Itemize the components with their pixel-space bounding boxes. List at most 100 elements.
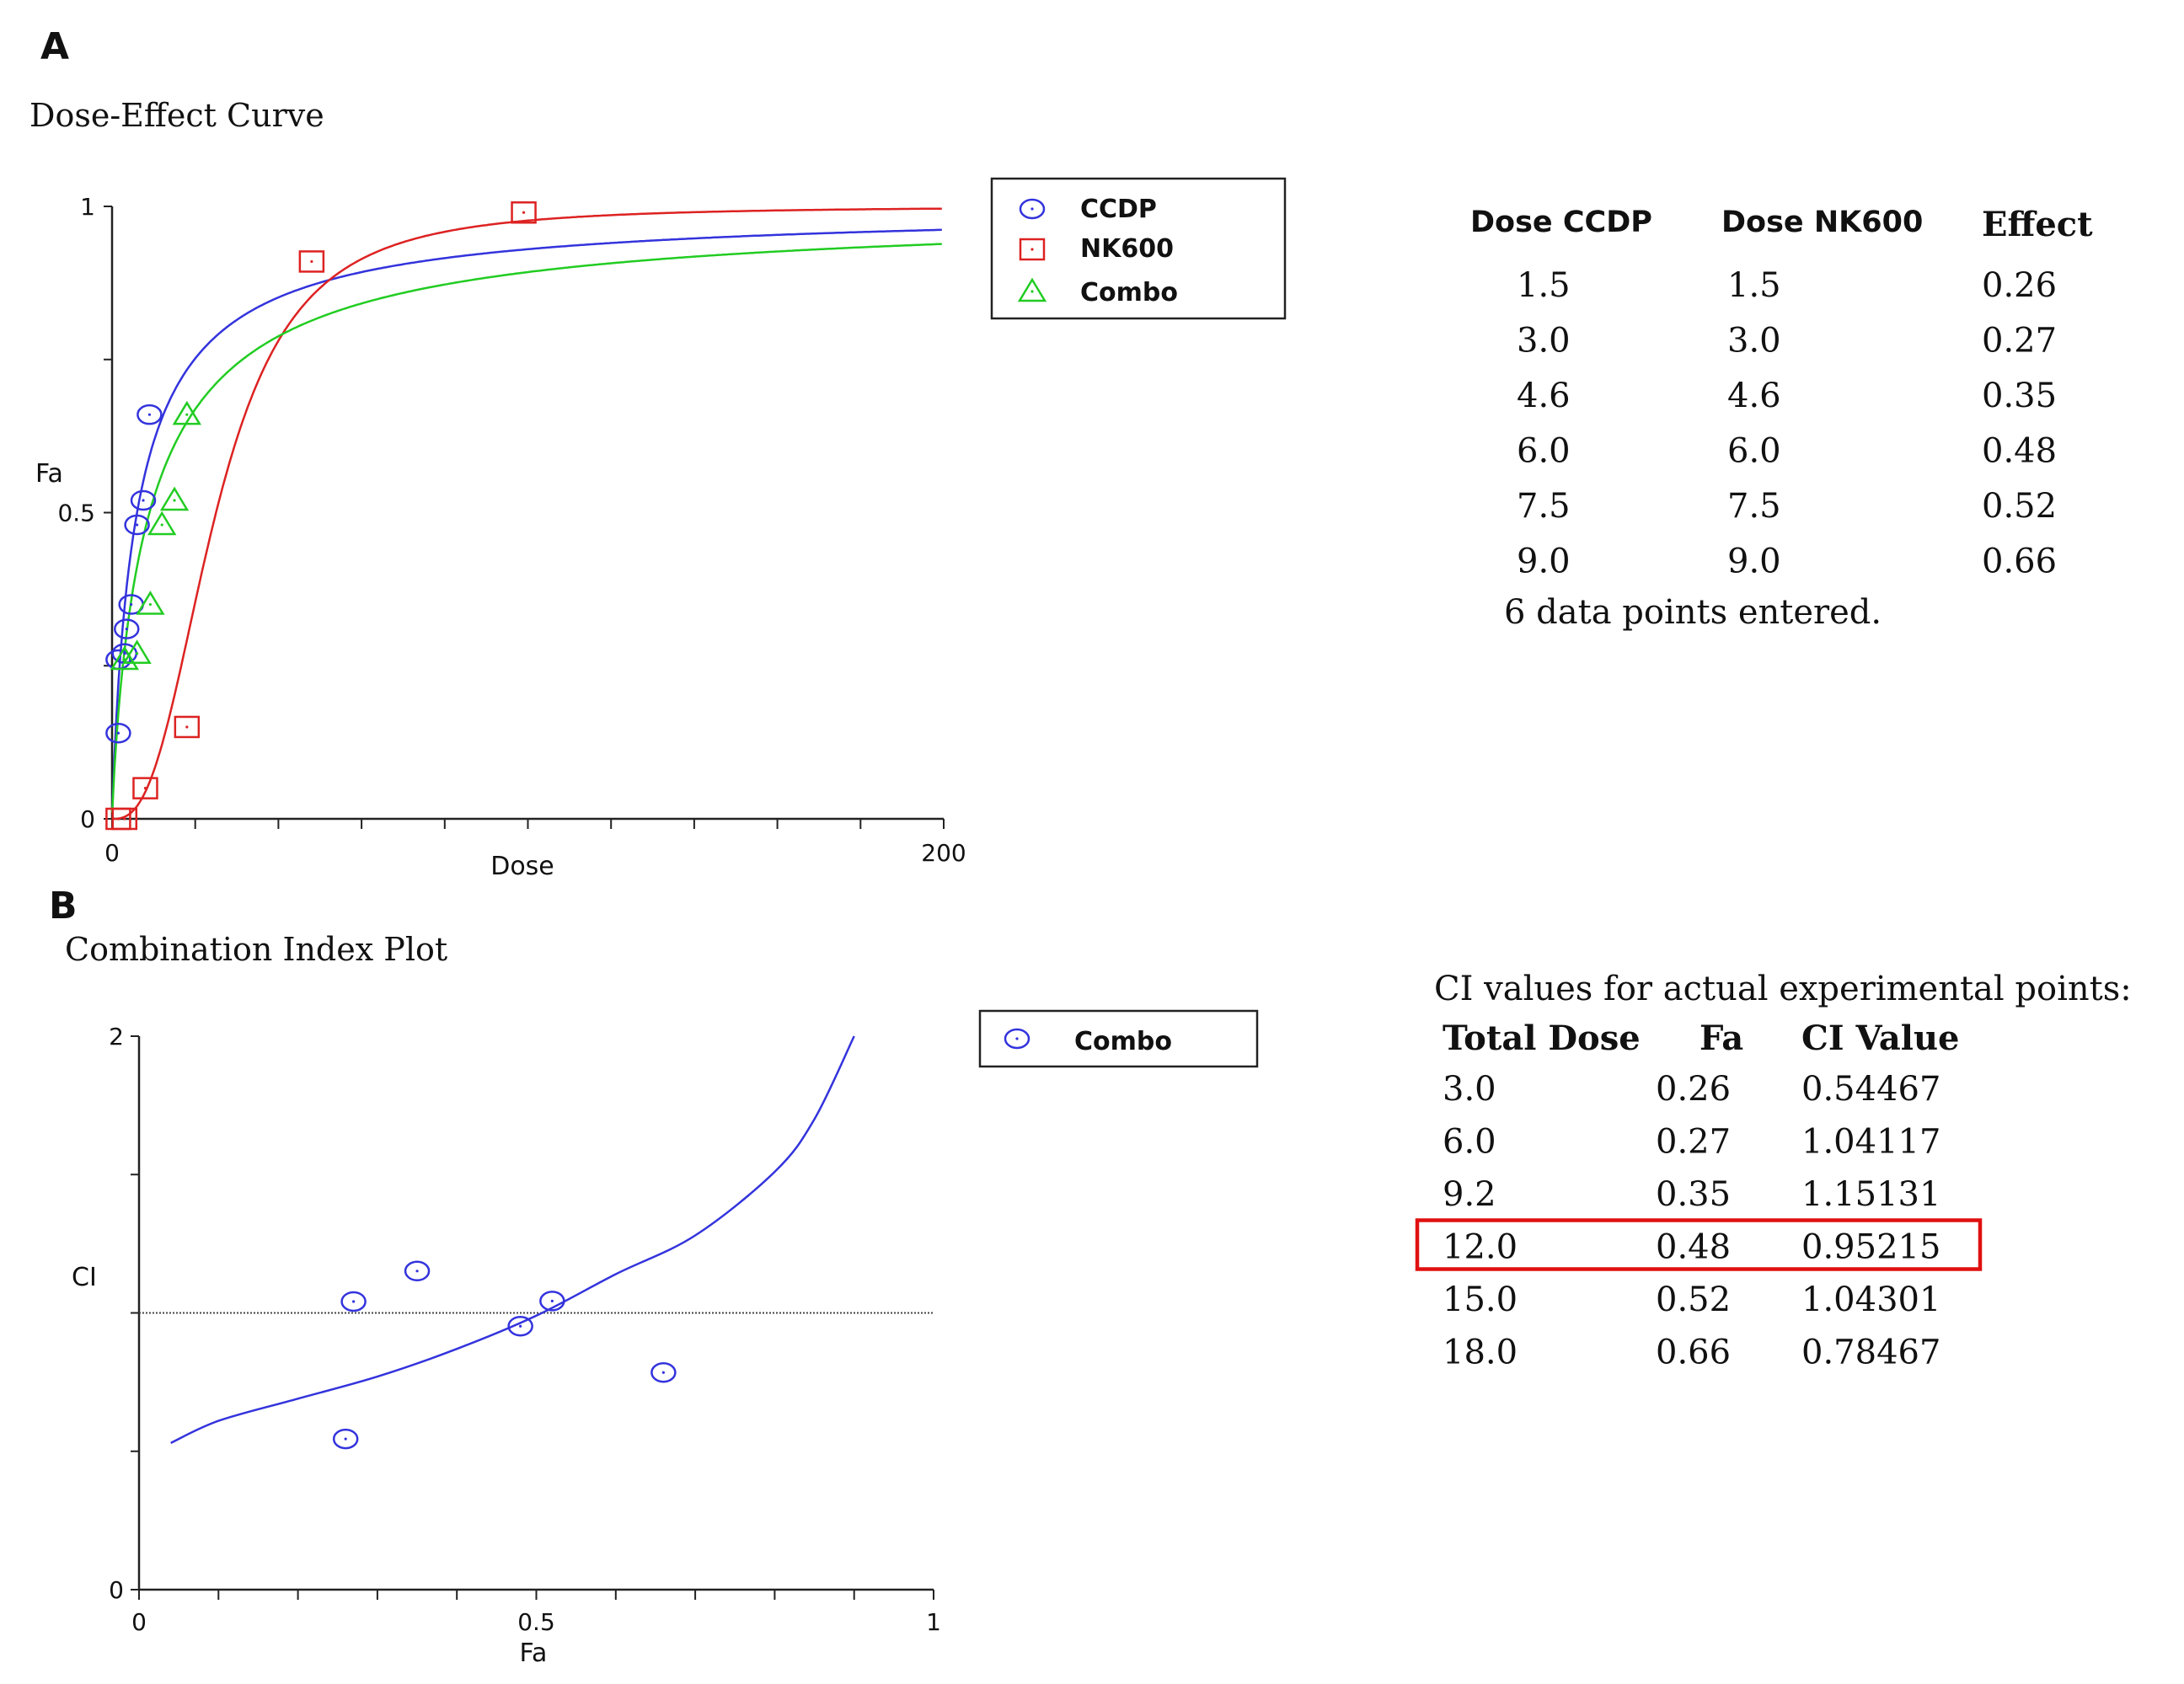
dose-table-cell: 0.26 <box>1982 266 2057 305</box>
ci-plot-legend-marks <box>1004 1028 1030 1050</box>
ci-point-dot <box>550 1299 554 1302</box>
dose-table-cell: 9.0 <box>1517 543 1571 581</box>
point-combo-shape <box>147 511 177 536</box>
dose-effect-y-tick-labels: 00.51 <box>57 193 95 833</box>
dose-table-header-ccdp: Dose CCDP <box>1470 206 1652 239</box>
ci-plot-legend <box>978 1009 1259 1068</box>
ci-table-header-ci-value: CI Value <box>1801 1018 1959 1058</box>
dose-effect-x-tick-label: 200 <box>921 839 966 867</box>
legend-marker-combo-dot <box>1030 290 1034 293</box>
dose-table-cell: 4.6 <box>1517 377 1571 415</box>
ci-table-cell: 3.0 <box>1443 1070 1496 1109</box>
dose-table-cell: 9.0 <box>1727 543 1781 581</box>
dose-effect-x-tick-label: 0 <box>104 839 120 867</box>
ci-point <box>650 1361 677 1383</box>
dose-table-cell: 0.35 <box>1982 377 2057 415</box>
dose-table-cell: 3.0 <box>1727 322 1781 361</box>
ci-plot-points <box>332 1260 677 1450</box>
dose-table-cell: 0.27 <box>1982 322 2057 361</box>
point-ccdp-shape <box>114 618 140 639</box>
point-ccdp <box>124 514 150 536</box>
ci-point-dot <box>415 1270 419 1273</box>
ci-point <box>340 1291 367 1312</box>
point-combo-shape <box>136 591 165 615</box>
ci-legend-marker-combo-dot <box>1015 1037 1019 1040</box>
dose-table-cell: 7.5 <box>1517 487 1571 526</box>
ci-point-dot <box>344 1437 347 1441</box>
dose-table-cell: 4.6 <box>1727 377 1781 415</box>
ci-point-shape <box>340 1291 367 1312</box>
ci-plot-x-tick-label: 1 <box>926 1608 941 1636</box>
ci-table-cell: 0.26 <box>1656 1070 1731 1109</box>
ci-point-shape <box>404 1260 431 1282</box>
dose-table-row: 3.0 3.0 0.27 <box>1517 322 2057 361</box>
ci-table-cell: 0.54467 <box>1801 1070 1940 1109</box>
ci-point-dot <box>352 1300 356 1303</box>
ci-plot-x-tick-label: 0.5 <box>517 1608 555 1636</box>
point-nk600-dot <box>185 725 189 729</box>
dose-table-cell: 6.0 <box>1517 432 1571 471</box>
ci-table-cell: 1.04117 <box>1801 1123 1940 1162</box>
dose-effect-y-tick-label: 0.5 <box>57 500 95 527</box>
dose-table: Dose CCDP Dose NK600 Effect 1.5 1.5 0.26 3.… <box>1470 205 2093 632</box>
legend-label-combo: Combo <box>1080 278 1178 307</box>
ci-table-cell: 0.35 <box>1656 1175 1731 1214</box>
point-nk600 <box>511 201 537 224</box>
point-nk600 <box>174 715 201 739</box>
dose-effect-points <box>105 201 537 831</box>
point-nk600-dot <box>143 787 147 790</box>
point-ccdp-dot <box>142 499 145 502</box>
dose-effect-xlabel: Dose <box>490 852 554 881</box>
legend-marker-nk600-shape <box>1019 238 1046 261</box>
fit-curve-combo <box>110 243 942 813</box>
point-combo-dot <box>173 499 176 502</box>
point-nk600 <box>132 777 158 799</box>
legend-marker-ccdp-dot <box>1030 207 1034 211</box>
ci-plot-ylabel: CI <box>72 1263 97 1292</box>
ci-plot-x-tick-label: 0 <box>131 1608 147 1636</box>
ci-table-cell: 18.0 <box>1443 1334 1518 1372</box>
ci-plot-y-tick-label: 0 <box>109 1576 124 1604</box>
ci-point-shape <box>539 1291 565 1312</box>
point-combo-dot <box>136 652 139 655</box>
dose-effect-ylabel: Fa <box>35 459 63 489</box>
ci-table-row: 9.2 0.35 1.15131 <box>1443 1175 1940 1214</box>
legend-marker-ccdp-shape <box>1019 198 1046 220</box>
ci-point-dot <box>519 1324 522 1328</box>
point-nk600-dot <box>116 817 120 821</box>
point-ccdp-dot <box>130 602 133 607</box>
dose-effect-title: Dose-Effect Curve <box>29 97 324 134</box>
dose-table-row: 7.5 7.5 0.52 <box>1517 487 2057 526</box>
ci-table-row: 18.0 0.66 0.78467 <box>1443 1334 1940 1372</box>
legend-label-nk600: NK600 <box>1080 234 1174 264</box>
point-ccdp <box>136 404 163 425</box>
ci-table-cell: 0.66 <box>1656 1334 1731 1372</box>
point-ccdp <box>105 722 131 744</box>
point-combo <box>122 639 152 664</box>
ci-table-caption: CI values for actual experimental points… <box>1434 970 2132 1008</box>
ci-plot-y-tick-label: 2 <box>109 1023 124 1050</box>
dose-table-cell: 0.52 <box>1982 487 2057 526</box>
point-ccdp-shape <box>130 489 157 511</box>
ci-table-header-total-dose: Total Dose <box>1443 1018 1641 1058</box>
dose-effect-x-tick-labels: 0 200 <box>104 839 966 867</box>
dose-table-row: 6.0 6.0 0.48 <box>1517 432 2057 471</box>
dose-effect-fit-curves <box>110 207 942 821</box>
point-ccdp-dot <box>125 628 128 631</box>
dose-table-row: 9.0 9.0 0.66 <box>1517 543 2057 581</box>
ci-table-cell: 12.0 <box>1443 1228 1518 1267</box>
ci-table-rows: 3.0 0.26 0.54467 6.0 0.27 1.04117 9.2 0.35 1.151… <box>1415 1070 1983 1372</box>
dose-table-header-effect: Effect <box>1982 205 2093 244</box>
ci-plot-title: Combination Index Plot <box>65 931 447 968</box>
point-ccdp-dot <box>147 413 152 416</box>
panel-b-letter: B <box>49 885 78 928</box>
ci-point-shape <box>507 1315 533 1337</box>
dose-table-cell: 7.5 <box>1727 487 1781 526</box>
point-combo <box>147 511 177 536</box>
dose-table-cell: 6.0 <box>1727 432 1781 471</box>
ci-point <box>404 1260 431 1282</box>
ci-table-cell: 0.95215 <box>1801 1228 1940 1267</box>
point-ccdp-dot <box>123 652 126 655</box>
